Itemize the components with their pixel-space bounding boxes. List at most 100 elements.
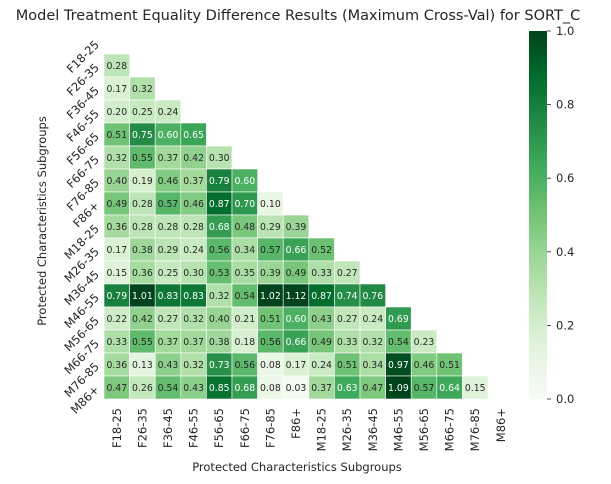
colorbar-tick-label: 0.6: [556, 171, 574, 185]
cell-value-label: 0.87: [209, 199, 230, 210]
x-tick-label: F46-55: [187, 408, 201, 448]
cell-value-label: 0.27: [337, 314, 358, 325]
cell-value-label: 1.02: [260, 291, 281, 302]
cell-value-label: 0.57: [414, 383, 435, 394]
cell-value-label: 0.33: [311, 268, 332, 279]
cell-value-label: 0.28: [132, 199, 153, 210]
colorbar-tick-label: 0.0: [556, 392, 574, 406]
cell-value-label: 0.65: [183, 130, 204, 141]
cell-value-label: 0.30: [209, 153, 230, 164]
cell-value-label: 0.32: [183, 314, 204, 325]
colorbar-tick-label: 0.8: [556, 98, 574, 112]
colorbar: [529, 31, 547, 399]
cell-value-label: 0.37: [311, 383, 332, 394]
cell-value-label: 0.54: [234, 291, 255, 302]
cell-value-label: 0.17: [106, 84, 127, 95]
cell-value-label: 0.37: [158, 337, 179, 348]
x-tick-label: M18-25: [315, 408, 329, 451]
cell-value-label: 0.28: [132, 222, 153, 233]
cell-value-label: 0.24: [158, 107, 179, 118]
cell-value-label: 0.27: [158, 314, 179, 325]
x-tick-label: F36-45: [161, 408, 175, 448]
cell-value-label: 0.42: [132, 314, 153, 325]
cell-value-label: 0.28: [158, 222, 179, 233]
cell-value-label: 0.60: [234, 176, 255, 187]
cell-value-label: 0.03: [286, 383, 307, 394]
y-axis-label: Protected Characteristics Subgroups: [35, 116, 49, 326]
cell-value-label: 0.75: [132, 130, 153, 141]
cell-value-label: 0.97: [388, 360, 409, 371]
colorbar-ticks: 0.0 0.2 0.4 0.6 0.8 1.0: [547, 24, 574, 406]
cell-value-label: 0.56: [209, 245, 230, 256]
cell-value-label: 0.28: [106, 61, 127, 72]
cell-value-label: 0.40: [106, 176, 127, 187]
cell-value-label: 0.24: [183, 245, 204, 256]
x-tick-label: F66-75: [238, 408, 252, 448]
cell-value-label: 0.15: [465, 383, 486, 394]
x-tick-label: M56-65: [417, 408, 431, 451]
cell-value-label: 0.54: [158, 383, 179, 394]
cell-value-label: 0.63: [337, 383, 358, 394]
cell-value-label: 0.18: [234, 337, 255, 348]
cell-value-label: 0.74: [337, 291, 358, 302]
cell-value-label: 0.60: [286, 314, 307, 325]
cell-value-label: 0.24: [362, 314, 383, 325]
x-tick-label: M86+: [494, 408, 508, 442]
cell-value-label: 0.46: [158, 176, 179, 187]
cell-value-label: 0.43: [183, 383, 204, 394]
cell-value-label: 0.52: [311, 245, 332, 256]
cell-value-label: 0.32: [183, 360, 204, 371]
cell-value-label: 0.70: [234, 199, 255, 210]
x-tick-label: F18-25: [110, 408, 124, 448]
cell-value-label: 0.22: [106, 314, 127, 325]
cell-value-label: 0.79: [209, 176, 230, 187]
heatmap-cells: [103, 53, 489, 400]
cell-value-label: 0.43: [158, 360, 179, 371]
cell-value-label: 0.51: [106, 130, 127, 141]
x-tick-labels: F18-25 F26-35 F36-45 F46-55 F56-65 F66-75 F76-…: [110, 408, 508, 451]
cell-value-label: 0.21: [234, 314, 255, 325]
cell-value-label: 0.37: [158, 153, 179, 164]
cell-value-label: 0.32: [106, 153, 127, 164]
cell-value-label: 0.38: [209, 337, 230, 348]
cell-value-label: 0.37: [183, 337, 204, 348]
cell-value-label: 0.35: [234, 268, 255, 279]
cell-value-label: 0.38: [132, 245, 153, 256]
cell-value-label: 0.36: [106, 360, 127, 371]
x-tick-label: F26-35: [135, 408, 149, 448]
cell-value-label: 0.34: [234, 245, 255, 256]
heatmap-cell: [462, 375, 489, 400]
cell-value-label: 0.17: [286, 360, 307, 371]
cell-value-label: 0.83: [158, 291, 179, 302]
cell-value-label: 0.32: [362, 337, 383, 348]
cell-value-label: 0.49: [311, 337, 332, 348]
cell-value-label: 0.51: [260, 314, 281, 325]
cell-value-label: 0.73: [209, 360, 230, 371]
cell-value-label: 0.36: [106, 222, 127, 233]
cell-value-label: 0.42: [183, 153, 204, 164]
cell-value-label: 0.47: [362, 383, 383, 394]
cell-value-label: 1.09: [388, 383, 409, 394]
cell-value-label: 0.51: [439, 360, 460, 371]
chart-title: Model Treatment Equality Difference Resu…: [16, 8, 580, 24]
cell-value-label: 0.20: [106, 107, 127, 118]
cell-value-label: 0.49: [286, 268, 307, 279]
cell-value-label: 0.79: [106, 291, 127, 302]
cell-value-label: 0.48: [234, 222, 255, 233]
cell-value-label: 0.68: [209, 222, 230, 233]
cell-value-label: 0.68: [234, 383, 255, 394]
cell-value-label: 0.25: [132, 107, 153, 118]
cell-value-label: 0.34: [362, 360, 383, 371]
cell-value-label: 0.56: [260, 337, 281, 348]
cell-value-label: 0.08: [260, 383, 281, 394]
x-tick-label: M66-75: [443, 408, 457, 451]
x-axis-label: Protected Characteristics Subgroups: [192, 460, 402, 474]
cell-value-label: 0.29: [260, 222, 281, 233]
x-tick-label: F76-85: [263, 408, 277, 448]
cell-value-label: 0.33: [106, 337, 127, 348]
x-tick-label: F56-65: [212, 408, 226, 448]
cell-value-label: 0.85: [209, 383, 230, 394]
cell-value-label: 0.39: [286, 222, 307, 233]
cell-value-label: 1.12: [286, 291, 307, 302]
